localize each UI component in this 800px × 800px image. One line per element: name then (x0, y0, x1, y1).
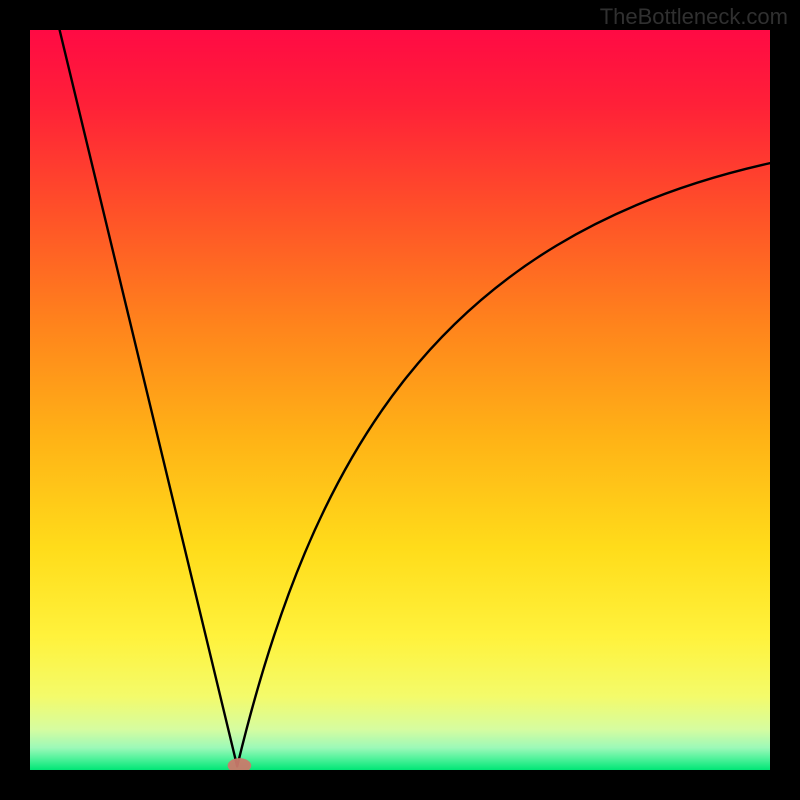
chart-container: TheBottleneck.com (0, 0, 800, 800)
watermark-text: TheBottleneck.com (600, 4, 788, 30)
bottleneck-curve-chart (0, 0, 800, 800)
plot-background-gradient (30, 30, 770, 770)
